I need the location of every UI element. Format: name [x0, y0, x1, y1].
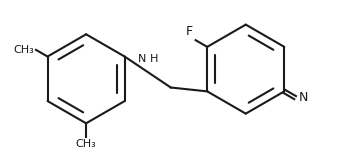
Text: H: H: [150, 54, 158, 64]
Text: CH₃: CH₃: [13, 45, 34, 55]
Text: CH₃: CH₃: [76, 139, 97, 149]
Text: F: F: [186, 25, 193, 38]
Text: N: N: [299, 91, 308, 104]
Text: N: N: [137, 54, 146, 64]
